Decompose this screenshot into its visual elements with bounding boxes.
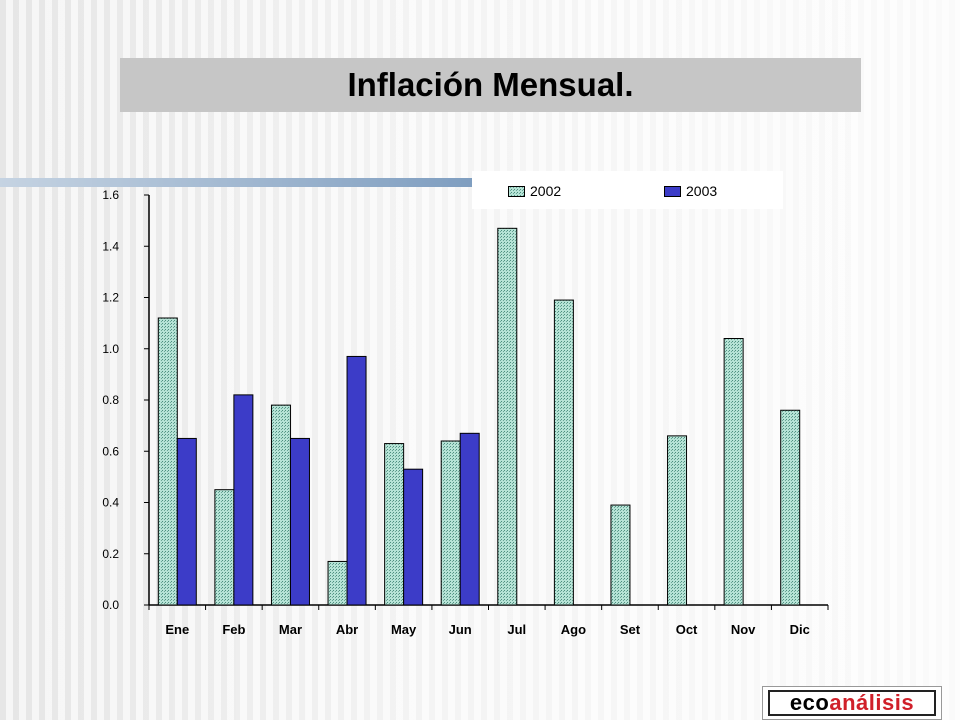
bar-chart: 0.0 0.2 0.4 0.6 0.8 1.0 1.2 1.4 1.6 Ene Feb Mar Abr M… <box>102 188 829 637</box>
legend-swatch-2002 <box>508 185 525 197</box>
y-tick-label: 0.6 <box>102 444 119 458</box>
bar-2003-jun <box>459 432 480 606</box>
x-tick-label: Ago <box>561 622 586 637</box>
bar-2002-jun <box>440 440 461 606</box>
y-tick-label: 1.4 <box>102 239 119 253</box>
x-tick-label: Mar <box>279 622 302 637</box>
legend-item-2002: 2002 <box>508 183 561 199</box>
x-tick-label: Ene <box>165 622 189 637</box>
y-tick-label: 0.4 <box>102 496 119 510</box>
x-tick-label: Nov <box>731 622 756 637</box>
x-tick-label: Set <box>620 622 641 637</box>
y-tick-label: 0.8 <box>102 393 119 407</box>
bar-2003-mar <box>289 437 310 606</box>
page-title: Inflación Mensual. <box>347 66 634 103</box>
logo-text-analisis: análisis <box>829 690 915 715</box>
bar-2002-feb <box>214 489 235 606</box>
logo-text-eco: eco <box>789 690 830 715</box>
bar-2002-mar <box>270 404 291 606</box>
bar-2002-abr <box>327 560 348 606</box>
legend-item-2003: 2003 <box>664 183 717 199</box>
x-tick-label: Feb <box>222 622 245 637</box>
bar-2003-abr <box>346 355 367 606</box>
logo-frame: eco análisis <box>768 690 936 716</box>
bar-2002-nov <box>723 338 744 606</box>
x-tick-label: Dic <box>790 622 810 637</box>
bar-2002-ago <box>553 299 574 606</box>
y-tick-label: 0.0 <box>102 598 119 612</box>
bar-2002-dic <box>780 409 801 606</box>
bar-2003-feb <box>233 394 254 606</box>
bar-2002-oct <box>667 435 688 606</box>
bar-2003-may <box>403 468 424 606</box>
y-tick-label: 0.2 <box>102 547 119 561</box>
accent-line <box>0 178 472 187</box>
y-tick-label: 1.6 <box>102 188 119 202</box>
y-tick-label: 1.0 <box>102 342 119 356</box>
bar-2002-set <box>610 504 631 606</box>
legend-label-2002: 2002 <box>530 183 562 199</box>
x-tick-label: Oct <box>676 622 698 637</box>
x-tick-label: Jun <box>449 622 472 637</box>
bar-2002-ene <box>157 317 178 606</box>
legend-label-2003: 2003 <box>686 183 718 199</box>
bar-2003-ene <box>176 437 197 606</box>
legend-swatch-2003 <box>664 185 681 197</box>
bar-2002-jul <box>497 227 518 606</box>
title-bar: Inflación Mensual. <box>120 58 861 112</box>
chart-legend: 2002 2003 <box>472 171 783 209</box>
y-tick-label: 1.2 <box>102 291 119 305</box>
ecoanalisis-logo: eco análisis <box>762 686 942 720</box>
x-tick-label: May <box>391 622 417 637</box>
bar-2002-may <box>384 443 405 606</box>
x-tick-label: Jul <box>507 622 526 637</box>
x-tick-label: Abr <box>336 622 358 637</box>
